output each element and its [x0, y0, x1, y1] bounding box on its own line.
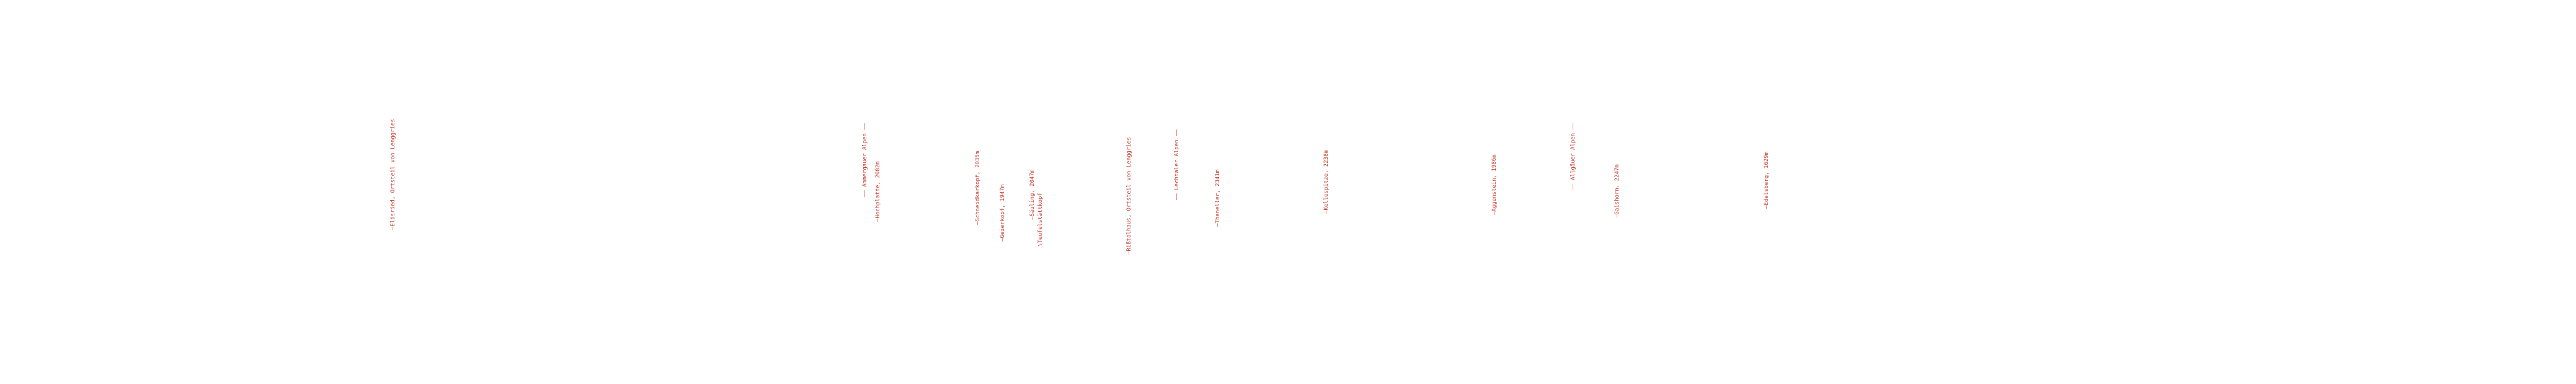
peak-label: —Kellespitze, 2238m: [1323, 150, 1330, 214]
peak-label: —Aggenstein, 1986m: [1491, 154, 1498, 215]
peak-label: —Säuling, 2047m: [1029, 170, 1036, 220]
peak-label: —— Lechtaler Alpen ——: [1174, 129, 1180, 200]
peak-label: —— Allgäuer Alpen ——: [1570, 123, 1576, 190]
peak-label: —Schneidkarkopf, 2035m: [975, 151, 981, 225]
peak-label: —— Ammergauer Alpen ——: [862, 123, 868, 197]
peak-label: —Edelsberg, 1629m: [1764, 152, 1770, 209]
peak-label: —Rißtalhaus, Ortsteil von Lenggries: [1126, 137, 1132, 255]
peak-label: —Hochplatte, 2082m: [875, 161, 881, 222]
peak-label: —Elisried, Ortsteil von Lenggries: [390, 119, 396, 230]
peak-label: \Teufelstättkopf: [1037, 193, 1044, 247]
peak-label: —Thaneller, 2341m: [1215, 170, 1221, 227]
peak-label: —Gaishorn, 2247m: [1614, 164, 1620, 218]
peak-label: —Geierkopf, 1947m: [1000, 185, 1006, 242]
